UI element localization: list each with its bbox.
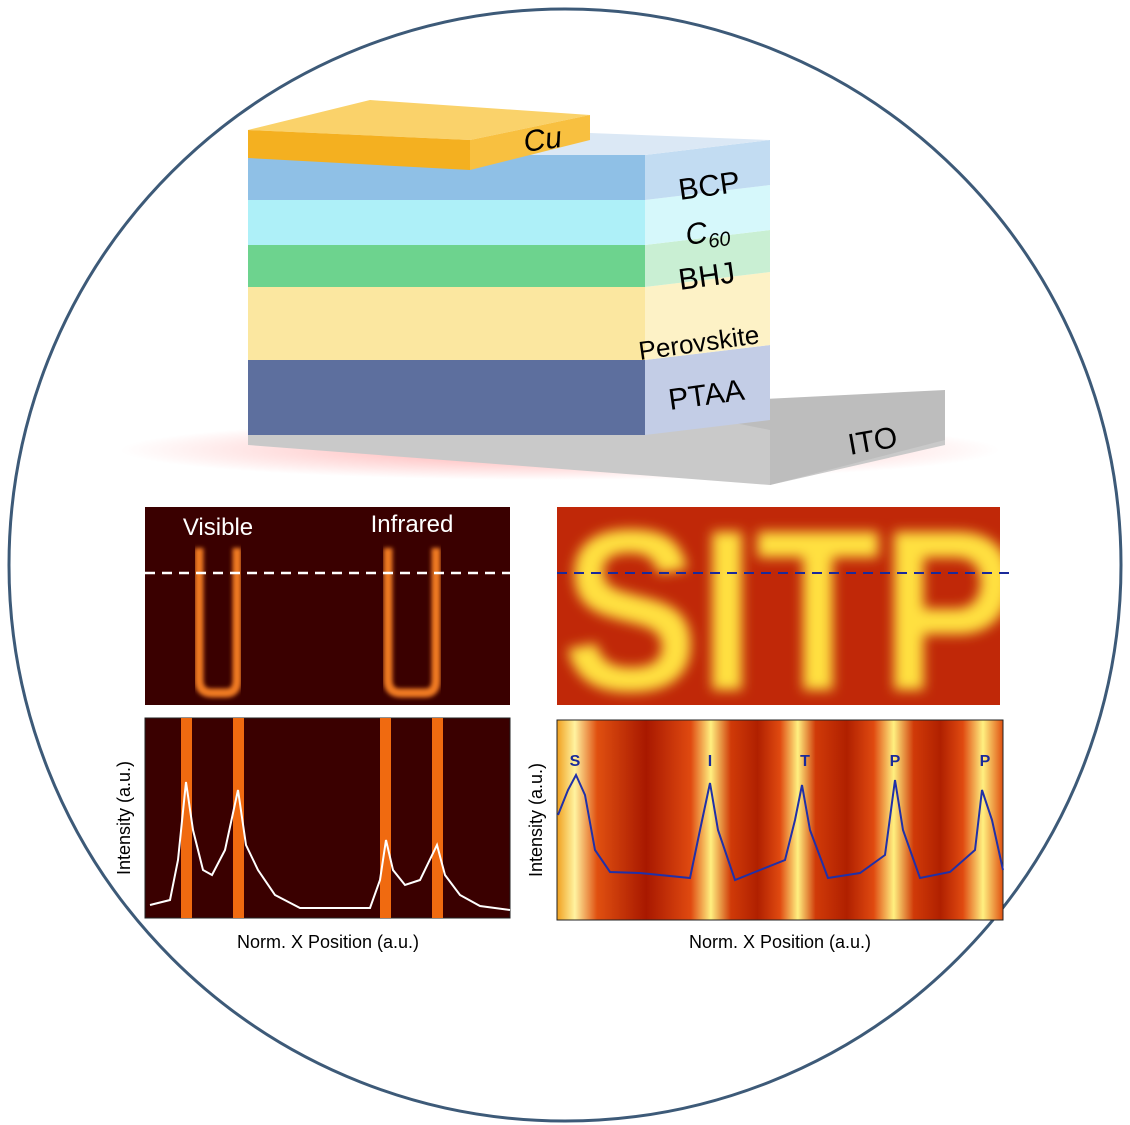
bhj-front [248,245,645,287]
device: Cu BCP C60 BHJ Perovskite PTAA ITO [120,100,1000,485]
left-image: Visible Infrared [145,507,510,705]
left-profile: Intensity (a.u.) Norm. X Position (a.u.) [114,718,510,952]
image-label: Infrared [371,511,454,538]
x-axis-label: Norm. X Position (a.u.) [689,932,871,952]
profile-background [557,720,1003,920]
peak-label: P [980,753,991,770]
image-text: SITP [562,482,1017,739]
stripe [380,718,391,918]
perovskite-front [248,287,645,360]
stripe [432,718,443,918]
y-axis-label: Intensity (a.u.) [526,763,546,877]
layer-label: Cu [521,121,564,159]
page: {"device": {"layers": [ {"label": "Cu"},… [0,0,1130,1125]
right-image: SITP [557,482,1017,739]
layer-subscript: 60 [707,228,732,253]
figure: Cu BCP C60 BHJ Perovskite PTAA ITO Visib… [0,0,1130,1125]
y-axis-label: Intensity (a.u.) [114,761,134,875]
ptaa-front [248,360,645,435]
peak-label: I [708,753,712,770]
peak-label: S [570,753,581,770]
image-letters: SITP [562,482,1017,739]
right-profile: S I T P P Intensity (a.u.) Norm. X Posit… [526,720,1003,952]
c60-front [248,200,645,245]
peak-label: T [800,753,810,770]
image-label: Visible [183,514,253,541]
x-axis-label: Norm. X Position (a.u.) [237,932,419,952]
peak-label: P [890,753,901,770]
